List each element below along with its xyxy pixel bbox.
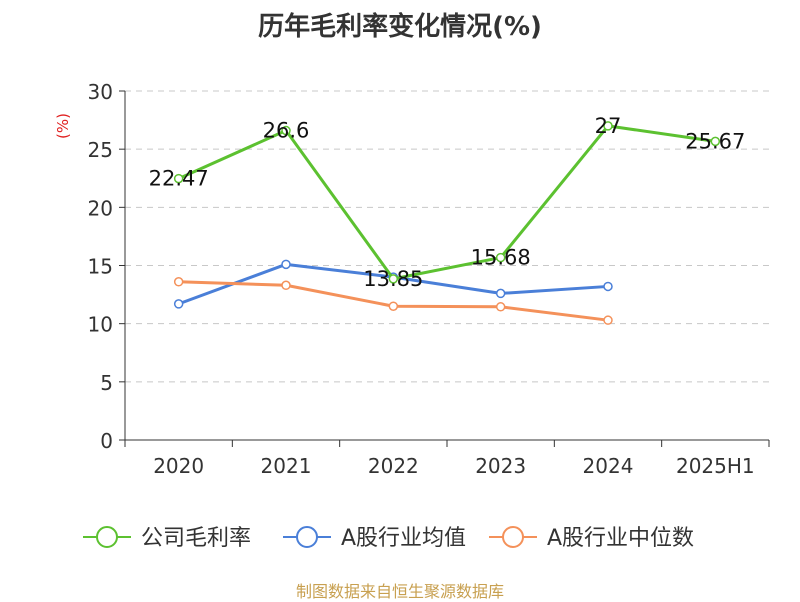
y-tick-label: 10 bbox=[88, 313, 113, 337]
legend-item-0[interactable]: 公司毛利率 bbox=[83, 526, 251, 551]
series-group bbox=[173, 121, 721, 325]
data-point bbox=[603, 121, 613, 131]
legend-marker bbox=[296, 526, 318, 548]
data-point bbox=[173, 277, 184, 287]
y-tick-label: 15 bbox=[88, 255, 113, 279]
legend-label: A股行业中位数 bbox=[547, 526, 694, 551]
x-tick-label: 2024 bbox=[583, 454, 634, 478]
data-point bbox=[173, 299, 184, 309]
legend-item-2[interactable]: A股行业中位数 bbox=[489, 526, 694, 551]
y-tick-labels: 0 5 10 15 20 25 30 bbox=[88, 80, 113, 453]
y-tick-label: 30 bbox=[88, 80, 113, 104]
axes bbox=[119, 90, 770, 447]
legend-marker bbox=[502, 526, 524, 548]
y-tick-label: 0 bbox=[100, 429, 113, 453]
data-point bbox=[495, 302, 506, 312]
data-point bbox=[603, 281, 613, 292]
x-tick-label: 2023 bbox=[475, 454, 526, 478]
x-tick-label: 2021 bbox=[261, 454, 312, 478]
legend-label: 公司毛利率 bbox=[141, 526, 251, 551]
y-tick-label: 20 bbox=[88, 196, 113, 220]
y-axis-label: (%) bbox=[54, 113, 72, 139]
data-point bbox=[173, 173, 184, 184]
data-label: 27 bbox=[595, 114, 622, 138]
data-point bbox=[710, 136, 721, 147]
legend-item-1[interactable]: A股行业均值 bbox=[283, 526, 466, 551]
x-tick-label: 2022 bbox=[368, 454, 419, 478]
data-point bbox=[281, 125, 291, 136]
grid-lines bbox=[125, 90, 769, 383]
x-tick-label: 2025H1 bbox=[676, 454, 755, 478]
legend-marker bbox=[96, 526, 118, 548]
source-note: 制图数据来自恒生聚源数据库 bbox=[295, 582, 504, 601]
data-point bbox=[603, 315, 613, 325]
data-label: 13.85 bbox=[363, 267, 423, 291]
y-tick-label: 25 bbox=[88, 138, 113, 162]
data-point bbox=[281, 259, 291, 270]
data-point bbox=[495, 288, 506, 299]
series-line-0 bbox=[178, 124, 716, 281]
x-tick-label: 2020 bbox=[153, 454, 204, 478]
y-tick-label: 5 bbox=[100, 371, 113, 395]
x-tick-labels: 2020 2021 2022 2023 2024 2025H1 bbox=[153, 454, 754, 478]
data-label: 26.6 bbox=[263, 119, 310, 143]
data-label: 15.68 bbox=[471, 246, 531, 270]
data-point bbox=[281, 280, 291, 291]
data-point bbox=[388, 274, 399, 284]
data-point bbox=[495, 252, 506, 263]
data-label: 22.47 bbox=[149, 167, 209, 191]
legend[interactable]: 公司毛利率 A股行业均值 A股行业中位数 bbox=[83, 526, 694, 551]
data-point bbox=[388, 301, 399, 311]
legend-label: A股行业均值 bbox=[341, 526, 466, 551]
data-label: 25.67 bbox=[685, 129, 745, 153]
data-labels: 22.47 26.6 13.85 15.68 27 25.67 bbox=[149, 114, 746, 291]
chart-title: 历年毛利率变化情况(%) bbox=[258, 12, 542, 42]
